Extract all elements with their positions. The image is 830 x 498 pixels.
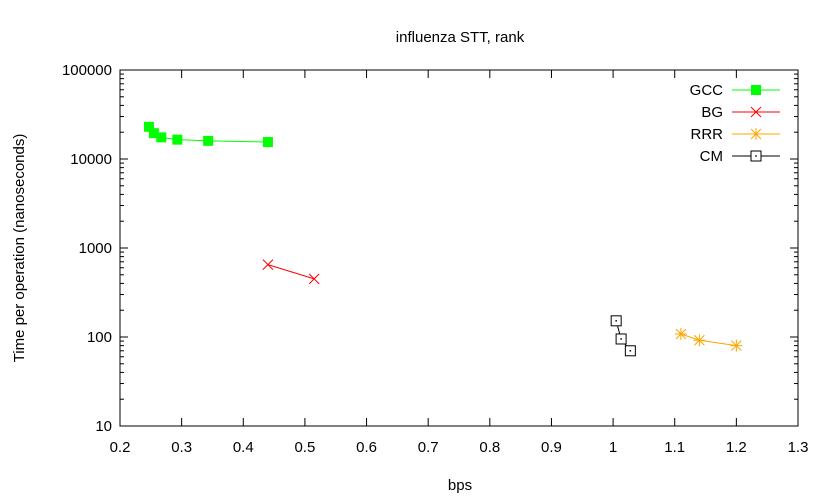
plot-frame [119,69,799,427]
series-layer [143,121,743,357]
legend-label-bg: BG [701,104,723,121]
data-point-gcc [156,132,167,143]
legend-marker-gcc [751,85,761,95]
series-line-rrr [680,333,737,347]
x-tick-label: 0.9 [541,439,562,456]
legend-marker-bg [750,106,762,118]
legend-label-cm: CM [700,148,723,165]
legend: GCC BG RRR CM [690,82,780,165]
series-cm [610,315,636,357]
x-tick-label: 1.3 [788,439,809,456]
y-tick-label: 100000 [62,62,112,79]
legend-label-gcc: GCC [690,82,724,99]
x-tick-label: 0.5 [294,439,315,456]
series-line-bg [267,264,315,280]
x-tick-label: 0.2 [110,439,131,456]
data-point-bg [308,273,320,285]
series-rrr [674,328,743,352]
x-tick-label: 0.6 [356,439,377,456]
x-tick-label: 1.1 [664,439,685,456]
legend-marker-cm [750,150,762,162]
y-tick-label: 100 [87,329,112,346]
data-point-bg [262,259,274,271]
series-gcc [143,121,273,148]
x-axis: 0.2 0.3 0.4 0.5 0.6 0.7 0.8 0.9 1 1.1 1.2 1.3 [110,70,809,456]
data-point-gcc [172,134,183,145]
x-tick-label: 0.3 [171,439,192,456]
x-tick-label: 1.2 [726,439,747,456]
y-axis-label: Time per operation (nanoseconds) [11,134,28,363]
chart-title: influenza STT, rank [396,29,525,46]
x-tick-label: 0.7 [418,439,439,456]
data-point-gcc [148,128,159,139]
legend-label-rrr: RRR [691,126,724,143]
data-point-gcc [203,135,214,146]
data-point-rrr [693,334,706,347]
data-point-cm [610,315,622,327]
x-tick-label: 1 [609,439,617,456]
data-point-rrr [730,339,743,352]
legend-marker-rrr [750,128,762,140]
data-point-gcc [143,121,154,132]
series-bg [262,259,320,285]
data-point-cm [615,333,627,345]
data-point-cm [624,345,636,357]
data-point-gcc [262,137,273,148]
x-axis-label: bps [448,477,472,494]
y-tick-label: 10000 [70,151,112,168]
y-tick-label: 1000 [79,240,112,257]
x-tick-label: 0.4 [233,439,254,456]
x-tick-label: 0.8 [479,439,500,456]
y-axis: 10 100 1000 10000 100000 [62,62,798,435]
data-point-rrr [674,328,687,341]
y-tick-label: 10 [95,418,112,435]
